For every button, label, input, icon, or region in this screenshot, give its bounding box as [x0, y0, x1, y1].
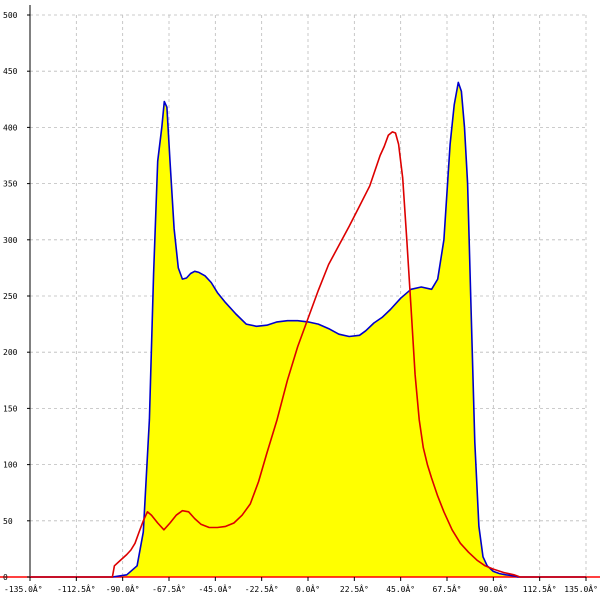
series-lines [30, 81, 586, 578]
x-tick-label: -112.5Â° [57, 583, 96, 594]
x-tick-label: 112.5Â° [523, 583, 557, 594]
y-tick-label: 300 [3, 236, 18, 245]
x-tick-label: -67.5Â° [152, 583, 186, 594]
x-tick-label: -135.0Â° [4, 583, 43, 594]
y-tick-label: 500 [3, 11, 18, 20]
y-tick-label: 200 [3, 348, 18, 357]
x-tick-label: 0.0Â° [296, 583, 320, 594]
x-tick-label: 45.0Â° [386, 583, 415, 594]
y-tick-label: 0 [3, 573, 8, 582]
series-blue-line [30, 81, 586, 578]
y-tick-label: 50 [3, 517, 13, 526]
y-tick-label: 250 [3, 292, 18, 301]
series-blue-area [30, 82, 586, 578]
x-tick-label: 22.5Â° [340, 583, 369, 594]
y-tick-label: 450 [3, 67, 18, 76]
y-tick-label: 150 [3, 404, 18, 413]
y-tick-labels: 0 50 100 150 200 250 300 350 400 450 500 [3, 11, 30, 582]
y-tick-label: 400 [3, 123, 18, 132]
y-tick-label: 100 [3, 461, 18, 470]
x-tick-label: 90.0Â° [479, 583, 508, 594]
x-tick-label: 67.5Â° [433, 583, 462, 594]
x-tick-label: -45.0Â° [198, 583, 232, 594]
y-tick-label: 350 [3, 180, 18, 189]
x-tick-label: -90.0Â° [106, 583, 140, 594]
x-tick-label: -22.5Â° [245, 583, 279, 594]
filled-areas [30, 82, 586, 578]
x-tick-labels: -135.0Â° -112.5Â° -90.0Â° -67.5Â° -45.0Â° -22… [4, 577, 598, 594]
series-red-line [30, 131, 586, 578]
x-tick-label: 135.0Â° [564, 583, 598, 594]
